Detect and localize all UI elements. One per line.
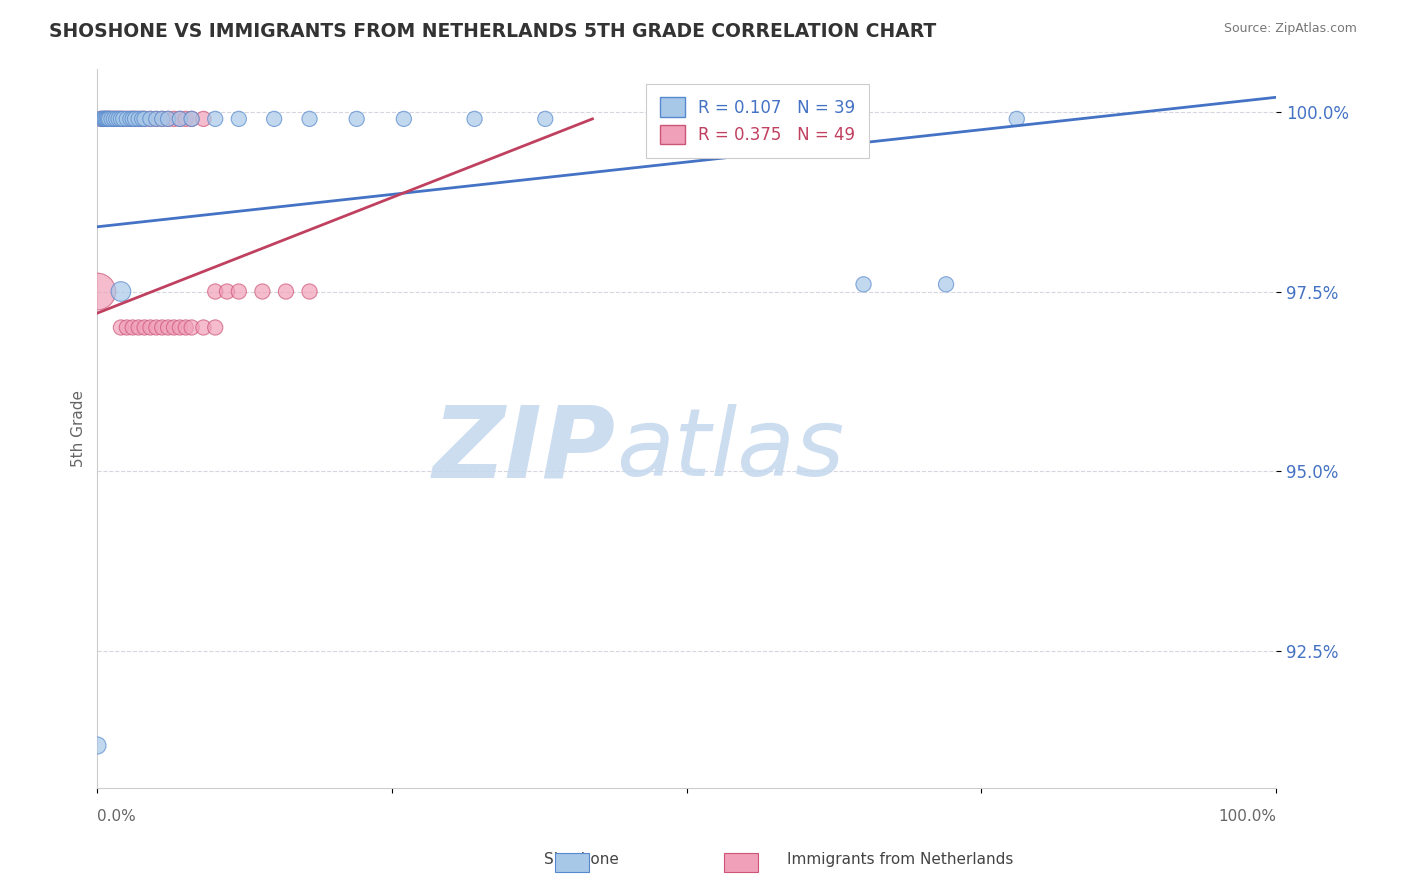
Text: atlas: atlas bbox=[616, 404, 844, 495]
Point bbox=[228, 112, 250, 126]
Point bbox=[193, 320, 215, 334]
Point bbox=[110, 112, 132, 126]
Point bbox=[204, 285, 226, 299]
Point bbox=[298, 112, 321, 126]
Point bbox=[98, 112, 121, 126]
Point bbox=[96, 112, 118, 126]
Point bbox=[100, 112, 122, 126]
Point bbox=[107, 112, 129, 126]
Point bbox=[124, 112, 146, 126]
Point bbox=[112, 112, 135, 126]
Point bbox=[110, 285, 132, 299]
Point bbox=[139, 112, 162, 126]
Point bbox=[98, 112, 121, 126]
Point bbox=[100, 112, 122, 126]
Point bbox=[120, 112, 142, 126]
Point bbox=[534, 112, 557, 126]
Point bbox=[105, 112, 128, 126]
Point bbox=[252, 285, 274, 299]
Point bbox=[150, 320, 173, 334]
Point bbox=[105, 112, 128, 126]
Point bbox=[121, 112, 143, 126]
Point bbox=[180, 320, 202, 334]
Point bbox=[157, 112, 180, 126]
Point bbox=[145, 112, 167, 126]
Point bbox=[204, 320, 226, 334]
Point bbox=[204, 112, 226, 126]
Point bbox=[110, 320, 132, 334]
Point bbox=[128, 112, 150, 126]
Point bbox=[86, 285, 108, 299]
Point bbox=[115, 112, 138, 126]
Point bbox=[86, 738, 108, 752]
Point bbox=[139, 320, 162, 334]
Point bbox=[103, 112, 125, 126]
Point bbox=[107, 112, 129, 126]
Point bbox=[193, 112, 215, 126]
Point bbox=[174, 112, 197, 126]
Point bbox=[128, 112, 150, 126]
Point bbox=[150, 112, 173, 126]
Point bbox=[131, 112, 153, 126]
Text: 100.0%: 100.0% bbox=[1218, 809, 1277, 824]
Point bbox=[180, 112, 202, 126]
Point bbox=[145, 112, 167, 126]
Point bbox=[120, 112, 142, 126]
Text: Shoshone: Shoshone bbox=[544, 852, 619, 867]
Point bbox=[1005, 112, 1028, 126]
Legend: R = 0.107   N = 39, R = 0.375   N = 49: R = 0.107 N = 39, R = 0.375 N = 49 bbox=[647, 84, 869, 158]
Point bbox=[169, 112, 191, 126]
Point bbox=[134, 320, 156, 334]
Point bbox=[935, 277, 957, 292]
Point bbox=[734, 112, 756, 126]
Point bbox=[139, 112, 162, 126]
Point bbox=[110, 112, 132, 126]
Text: 0.0%: 0.0% bbox=[97, 809, 136, 824]
Point bbox=[94, 112, 117, 126]
Point bbox=[852, 277, 875, 292]
Point bbox=[464, 112, 486, 126]
Point bbox=[93, 112, 115, 126]
Text: Immigrants from Netherlands: Immigrants from Netherlands bbox=[787, 852, 1014, 867]
Point bbox=[263, 112, 285, 126]
Point bbox=[157, 320, 180, 334]
Point bbox=[91, 112, 114, 126]
Point bbox=[228, 285, 250, 299]
Point bbox=[174, 320, 197, 334]
Point bbox=[124, 112, 146, 126]
Point bbox=[169, 320, 191, 334]
Point bbox=[145, 320, 167, 334]
Point bbox=[163, 112, 186, 126]
Point bbox=[112, 112, 135, 126]
Point bbox=[115, 320, 138, 334]
Point bbox=[90, 112, 112, 126]
Point bbox=[131, 112, 153, 126]
Point bbox=[90, 112, 112, 126]
Text: ZIP: ZIP bbox=[433, 401, 616, 499]
Point bbox=[150, 112, 173, 126]
Point bbox=[91, 112, 114, 126]
Point bbox=[169, 112, 191, 126]
Point bbox=[134, 112, 156, 126]
Point bbox=[94, 112, 117, 126]
Point bbox=[115, 112, 138, 126]
Y-axis label: 5th Grade: 5th Grade bbox=[72, 390, 86, 467]
Point bbox=[103, 112, 125, 126]
Point bbox=[346, 112, 368, 126]
Point bbox=[157, 112, 180, 126]
Point bbox=[97, 112, 120, 126]
Text: SHOSHONE VS IMMIGRANTS FROM NETHERLANDS 5TH GRADE CORRELATION CHART: SHOSHONE VS IMMIGRANTS FROM NETHERLANDS … bbox=[49, 22, 936, 41]
Point bbox=[121, 320, 143, 334]
Point bbox=[274, 285, 297, 299]
Point bbox=[97, 112, 120, 126]
Point bbox=[298, 285, 321, 299]
Point bbox=[163, 320, 186, 334]
Point bbox=[215, 285, 238, 299]
Point bbox=[180, 112, 202, 126]
Point bbox=[134, 112, 156, 126]
Point bbox=[392, 112, 415, 126]
Text: Source: ZipAtlas.com: Source: ZipAtlas.com bbox=[1223, 22, 1357, 36]
Point bbox=[121, 112, 143, 126]
Point bbox=[128, 320, 150, 334]
